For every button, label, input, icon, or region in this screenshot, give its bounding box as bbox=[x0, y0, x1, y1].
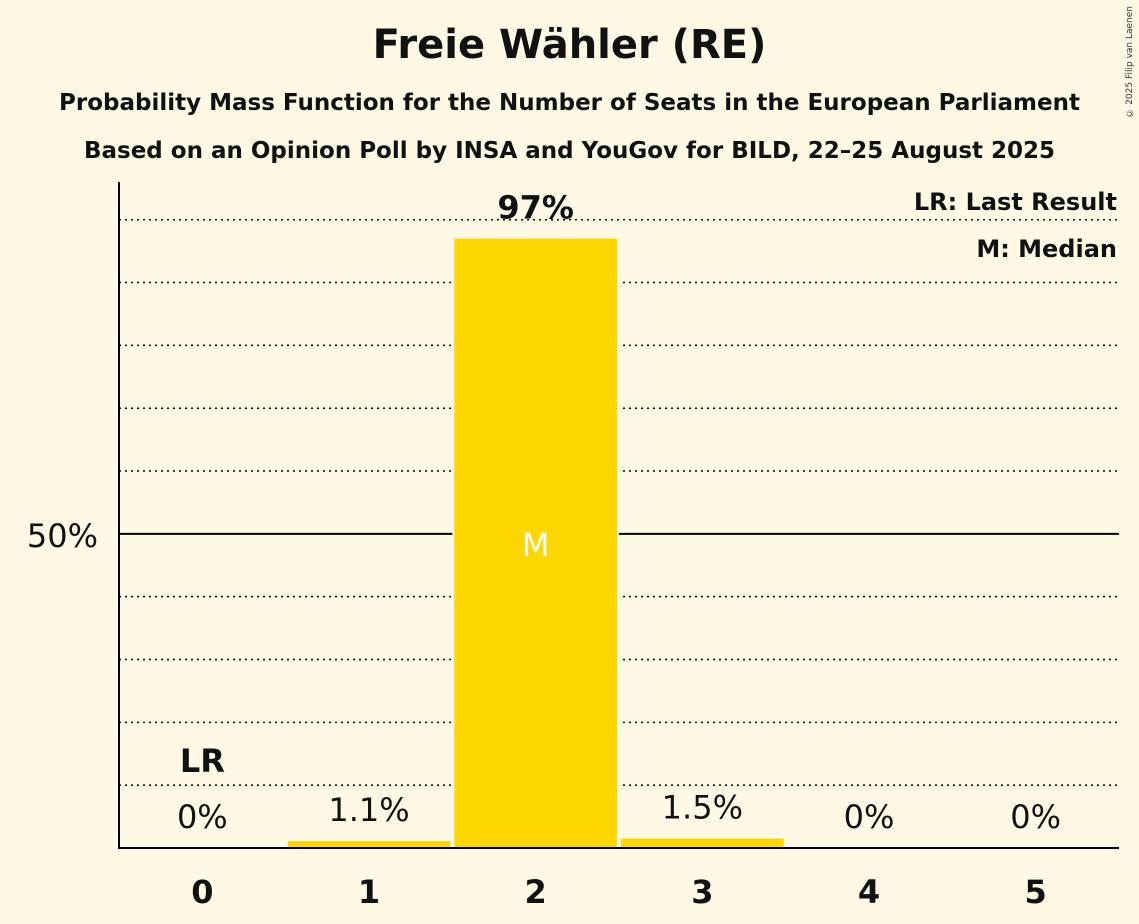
value-label-2: 97% bbox=[497, 189, 574, 227]
value-label-3: 1.5% bbox=[662, 789, 743, 827]
value-label-0: 0% bbox=[177, 798, 228, 836]
x-tick-label-3: 3 bbox=[691, 873, 713, 911]
value-label-4: 0% bbox=[844, 798, 895, 836]
bar-1 bbox=[287, 841, 451, 848]
chart-subtitle: Probability Mass Function for the Number… bbox=[59, 90, 1080, 116]
value-label-1: 1.1% bbox=[328, 791, 409, 829]
bar-2 bbox=[454, 238, 617, 848]
x-tick-label-5: 5 bbox=[1025, 873, 1047, 911]
y-tick-label-50: 50% bbox=[27, 517, 98, 555]
last-result-marker: LR bbox=[180, 742, 225, 780]
bar-3 bbox=[621, 838, 784, 848]
x-tick-label-2: 2 bbox=[525, 873, 547, 911]
x-tick-label-1: 1 bbox=[358, 873, 380, 911]
chart-title: Freie Wähler (RE) bbox=[372, 22, 767, 68]
median-marker: M bbox=[522, 526, 550, 564]
legend-median: M: Median bbox=[976, 235, 1117, 263]
legend-last-result: LR: Last Result bbox=[914, 188, 1117, 216]
value-label-5: 0% bbox=[1010, 798, 1061, 836]
x-tick-label-4: 4 bbox=[858, 873, 880, 911]
x-tick-label-0: 0 bbox=[191, 873, 213, 911]
chart-subtitle-source: Based on an Opinion Poll by INSA and You… bbox=[83, 138, 1056, 164]
